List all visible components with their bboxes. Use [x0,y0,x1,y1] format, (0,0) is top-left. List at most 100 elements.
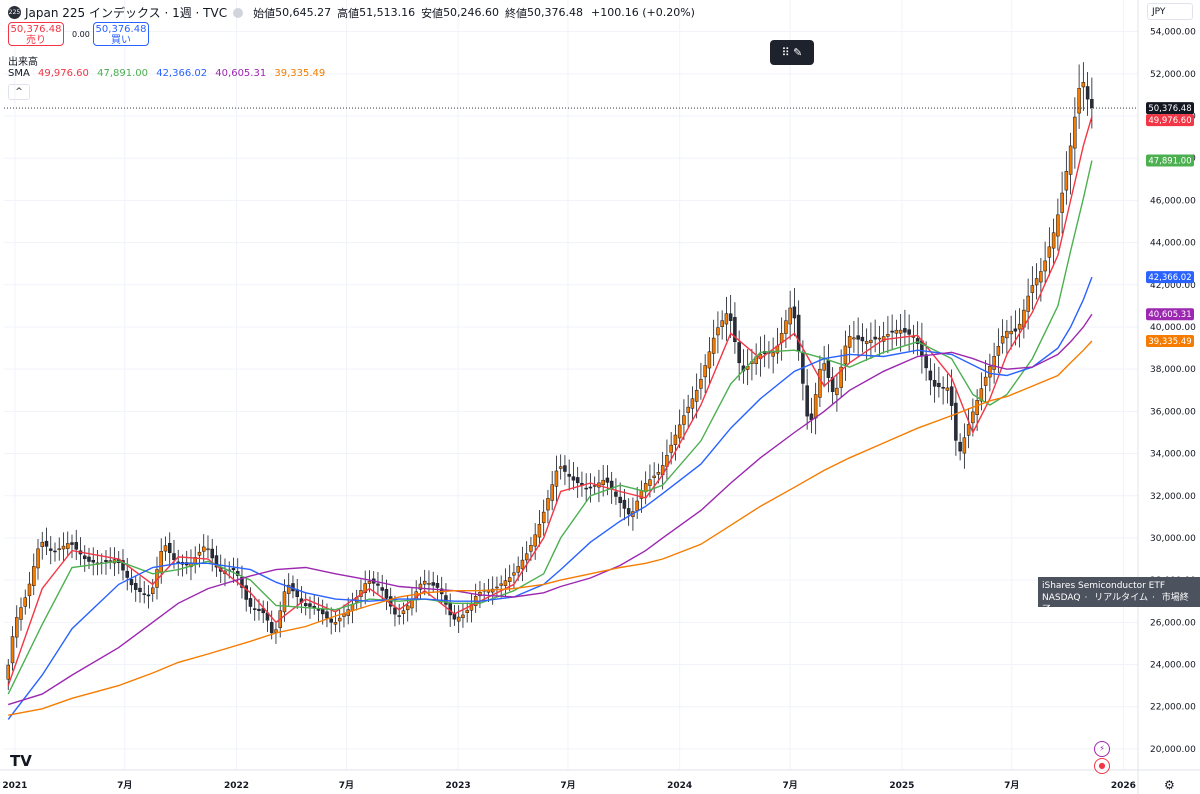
candle-body [1026,295,1030,312]
candle-body [728,313,733,321]
buy-button[interactable]: 50,376.48 買い [93,22,149,46]
candle-body [138,587,142,592]
symbol-title[interactable]: Japan 225 インデックス · 1週 · TVC [25,6,228,20]
candle-body [1060,192,1064,213]
sma-badge-label-1: 49,976.60 [1148,116,1191,126]
candle-body [1047,246,1052,258]
tradingview-logo-icon[interactable]: TV [10,752,32,770]
candle-body [958,441,962,452]
candle-body [690,398,695,409]
candle-body [316,609,321,611]
sma-line-4 [7,313,1093,706]
candle-body [1009,330,1013,335]
candle-body [996,345,1001,356]
candle-body [461,614,465,618]
candle-body [575,477,580,484]
change-value: +100.16 (+0.20%) [591,6,695,19]
bolt-icon[interactable]: ⚡ [1094,741,1110,757]
candle-body [592,485,597,487]
y-tick-label: 24,000.00 [1150,661,1196,671]
candle-body [699,378,703,389]
candle-body [142,593,146,595]
last-price-label: 50,376.48 [1148,104,1191,114]
candle-body [733,317,737,343]
candle-body [418,583,423,590]
candle-body [320,609,325,615]
last-price-badge [1146,102,1194,115]
sma-badge-3 [1146,271,1194,284]
candle-body [201,546,206,552]
sma-legend[interactable]: SMA 49,976.60 47,891.00 42,366.02 40,605… [8,68,330,79]
x-tick-label: 7月 [117,780,132,791]
candle-body [822,363,826,371]
candle-body [121,560,125,571]
candle-body [1056,214,1060,237]
candle-body [686,406,690,413]
candle-body [244,585,248,600]
candle-body [1051,232,1056,249]
candle-body [737,342,741,364]
candle-body [422,580,427,585]
candle-body [231,568,236,571]
brush-icon[interactable]: ⠿ ✎ [770,40,814,65]
candle-body [329,618,333,623]
candle-body [74,542,78,550]
candle-body [125,570,129,578]
candle-body [512,572,516,576]
candle-body [856,335,860,340]
tooltip-mode: リアルタイム [1094,593,1148,603]
record-icon[interactable]: ● [1094,758,1110,774]
buy-price: 50,376.48 [95,24,147,35]
chevron-up-icon[interactable]: ^ [8,84,30,100]
candle-body [274,629,278,633]
candle-body [333,622,338,625]
candle-body [945,387,950,391]
low-value: 50,246.60 [443,6,500,19]
candle-body [57,548,61,551]
candle-body [873,336,877,340]
candle-body [82,555,87,560]
candle-body [716,327,720,336]
candle-body [495,586,499,589]
candle-body [541,511,546,524]
candle-body [286,584,291,594]
candle-body [588,486,593,489]
candle-body [520,559,525,570]
candle-body [558,466,563,469]
candle-body [159,551,163,573]
candle-body [673,434,678,445]
candle-body [167,543,172,553]
candle-body [405,605,410,611]
sell-button[interactable]: 50,376.48 売り [8,22,64,46]
candle-body [839,366,843,388]
x-tick-label: 2021 [2,781,27,791]
candle-body [393,607,397,615]
market-status-icon[interactable] [233,7,244,18]
sma-badge-5 [1146,335,1194,348]
volume-indicator-label[interactable]: 出来高 [8,57,38,68]
sma-badge-label-4: 40,605.31 [1148,310,1191,320]
sell-label: 売り [26,35,46,46]
candle-body [19,607,23,620]
candle-body [915,338,920,344]
candle-body [312,605,316,608]
x-tick-label: 7月 [560,780,575,791]
candle-body [53,550,57,553]
candle-body [380,587,384,591]
candle-body [601,479,605,485]
candle-body [507,577,512,582]
candle-body [567,473,571,477]
candle-body [1085,86,1090,100]
candle-body [711,337,716,354]
currency-selector[interactable]: JPY [1147,3,1193,20]
gear-icon[interactable]: ⚙ [1164,778,1175,792]
candle-body [890,330,894,333]
symbol-icon: 225 [8,6,21,19]
sma-value-1: 49,976.60 [38,68,89,79]
candle-body [163,545,168,552]
sell-price: 50,376.48 [10,24,62,35]
candle-body [932,380,937,387]
candle-body [303,603,308,607]
candle-body [924,354,928,369]
